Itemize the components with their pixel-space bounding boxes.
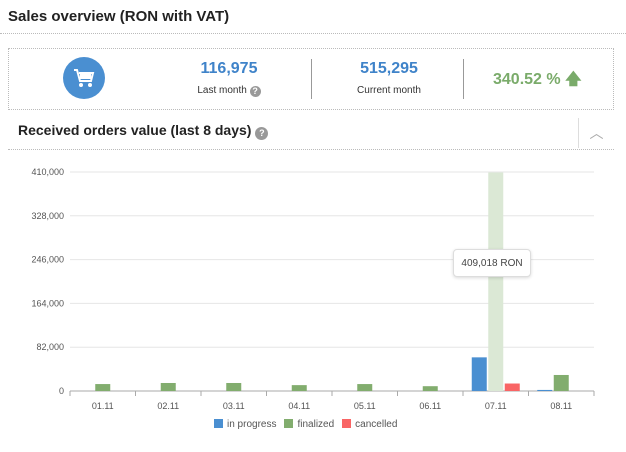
x-tick-label: 04.11 xyxy=(288,401,310,410)
y-tick-label: 0 xyxy=(59,386,64,396)
y-tick-label: 328,000 xyxy=(31,211,64,221)
x-tick-label: 02.11 xyxy=(157,401,179,410)
help-icon[interactable]: ? xyxy=(255,127,269,140)
current-month-label: Current month xyxy=(357,85,421,96)
y-tick-label: 82,000 xyxy=(36,342,64,352)
bar-finalized[interactable] xyxy=(291,385,307,391)
divider xyxy=(8,149,614,150)
x-tick-label: 08.11 xyxy=(550,401,572,410)
collapse-button[interactable]: ︿ xyxy=(578,118,614,148)
section-title-text: Received orders value (last 8 days) xyxy=(18,122,252,138)
legend-swatch xyxy=(214,419,223,428)
legend-label: in progress xyxy=(227,419,277,430)
x-tick-label: 03.11 xyxy=(223,401,245,410)
last-month-stat: 116,975 Last month ? xyxy=(169,49,289,109)
bar-finalized[interactable] xyxy=(226,382,242,391)
legend-item[interactable]: cancelled xyxy=(342,419,397,430)
bar-finalized[interactable] xyxy=(357,384,373,391)
legend: in progress finalized cancelled xyxy=(214,419,397,430)
change-value: 340.52 % xyxy=(493,71,561,88)
x-tick-label: 07.11 xyxy=(485,401,507,410)
page-title: Sales overview (RON with VAT) xyxy=(8,8,230,25)
last-month-label: Last month xyxy=(197,85,247,96)
y-tick-label: 164,000 xyxy=(31,298,64,308)
help-icon[interactable]: ? xyxy=(249,86,261,97)
legend-swatch xyxy=(342,419,352,428)
legend-item[interactable]: finalized xyxy=(284,419,334,430)
bar-finalized[interactable] xyxy=(160,382,176,391)
section-title: Received orders value (last 8 days) ? xyxy=(18,122,269,140)
divider xyxy=(311,59,312,99)
stats-panel: 116,975 Last month ? 515,295 Current mon… xyxy=(8,48,614,110)
bar-cancelled[interactable] xyxy=(504,383,520,391)
bar-finalized[interactable] xyxy=(422,386,438,391)
last-month-value: 116,975 xyxy=(200,60,258,77)
arrow-up-icon: 🡅 xyxy=(565,71,582,88)
divider xyxy=(463,59,464,99)
legend-label: cancelled xyxy=(355,419,398,430)
x-tick-label: 05.11 xyxy=(354,401,376,410)
tooltip: 409,018 RON xyxy=(453,249,531,277)
y-tick-label: 246,000 xyxy=(31,255,64,265)
bar-chart: 0 82,000 164,000 246,000 328,000 410,000 01.11… xyxy=(31,167,595,410)
legend-label: finalized xyxy=(297,419,335,430)
x-tick-label: 01.11 xyxy=(92,401,114,410)
chevron-up-icon: ︿ xyxy=(589,125,604,141)
current-month-stat: 515,295 Current month xyxy=(329,49,449,109)
change-stat: 340.52 % 🡅 xyxy=(493,68,582,95)
legend-item[interactable]: in progress xyxy=(214,419,276,430)
current-month-value: 515,295 xyxy=(360,60,418,77)
divider xyxy=(0,33,626,34)
bar-finalized[interactable] xyxy=(95,384,111,391)
bar-in-progress[interactable] xyxy=(471,357,487,391)
y-tick-label: 410,000 xyxy=(31,167,64,177)
cart-icon xyxy=(63,57,105,99)
x-tick-label: 06.11 xyxy=(419,401,441,410)
bar-finalized[interactable] xyxy=(488,172,504,391)
bar-in-progress[interactable] xyxy=(537,389,553,391)
legend-swatch xyxy=(284,419,294,428)
bar-finalized[interactable] xyxy=(553,374,569,391)
